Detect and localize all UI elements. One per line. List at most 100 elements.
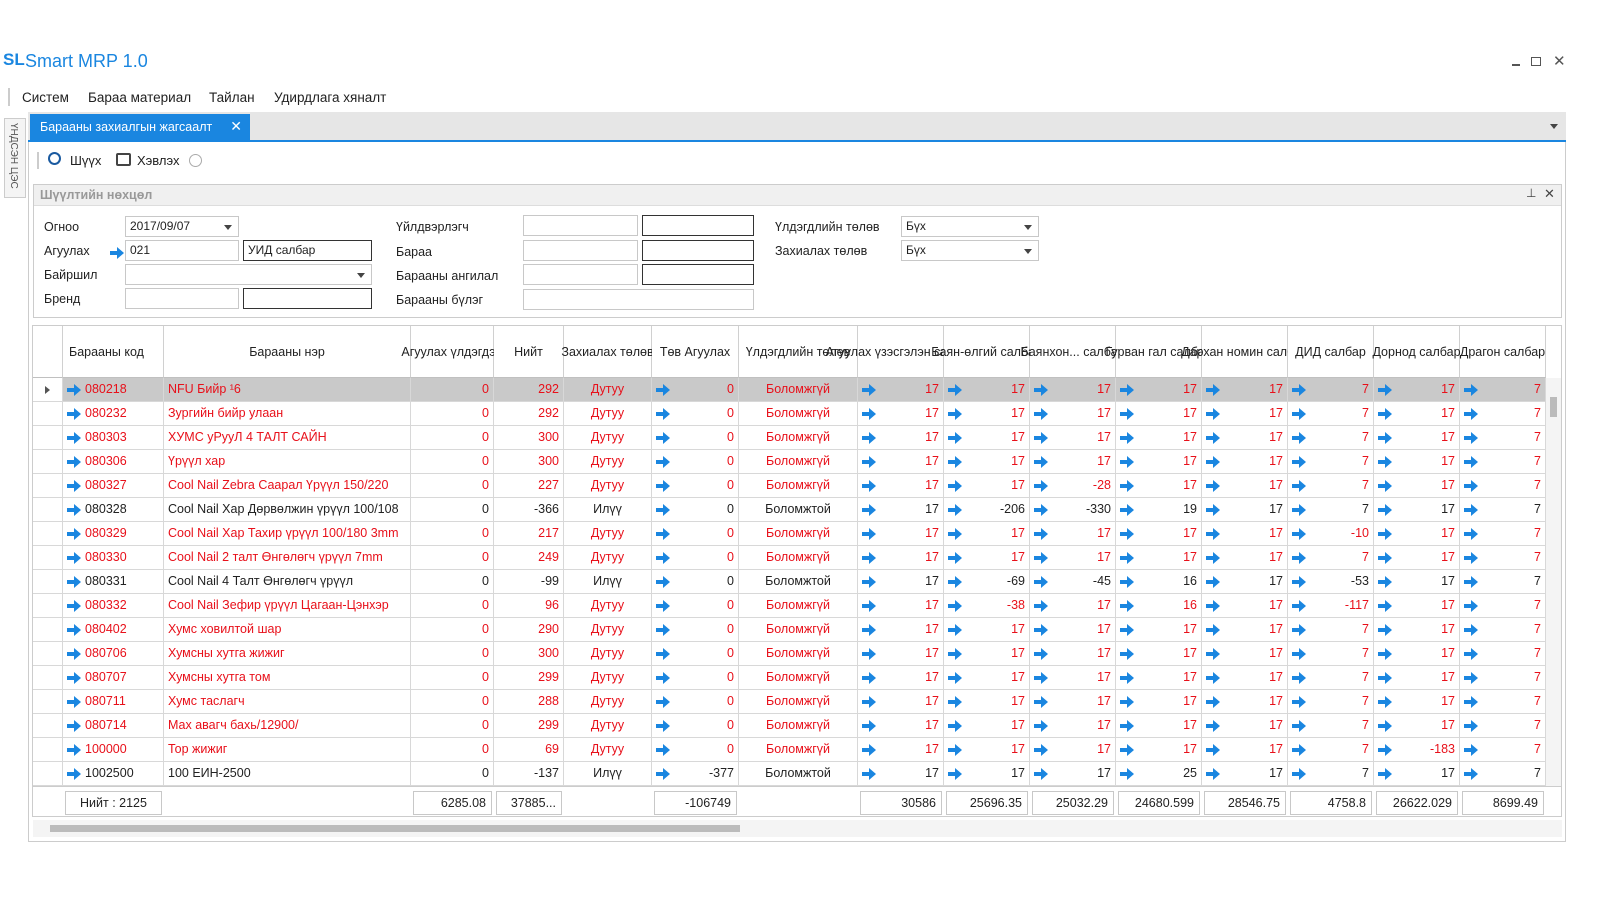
restore[interactable] xyxy=(1531,57,1541,66)
arrow-icon[interactable] xyxy=(862,648,876,660)
row-indicator[interactable] xyxy=(33,666,63,690)
toolbar-button[interactable]: Хэвлэх xyxy=(137,153,180,168)
arrow-icon[interactable] xyxy=(862,744,876,756)
brand-name[interactable] xyxy=(243,288,372,309)
column-header[interactable]: Дорнод салбар xyxy=(1372,326,1461,378)
arrow-icon[interactable] xyxy=(1034,408,1048,420)
arrow-icon[interactable] xyxy=(948,624,962,636)
arrow-icon[interactable] xyxy=(1292,672,1306,684)
arrow-icon[interactable] xyxy=(1464,432,1478,444)
menu-item[interactable]: Бараа материал xyxy=(88,90,192,105)
arrow-icon[interactable] xyxy=(1378,432,1392,444)
arrow-icon[interactable] xyxy=(1120,408,1134,420)
side-tab[interactable]: ҮНДСЭН ЦЭС xyxy=(4,118,26,198)
tab[interactable]: Барааны захиалгын жагсаалт ✕ xyxy=(30,114,250,142)
arrow-icon[interactable] xyxy=(67,480,81,492)
row-indicator[interactable] xyxy=(33,378,63,402)
arrow-icon[interactable] xyxy=(67,672,81,684)
arrow-icon[interactable] xyxy=(1378,504,1392,516)
arrow-icon[interactable] xyxy=(656,744,670,756)
arrow-icon[interactable] xyxy=(1464,744,1478,756)
arrow-icon[interactable] xyxy=(1292,432,1306,444)
arrow-icon[interactable] xyxy=(1034,744,1048,756)
arrow-icon[interactable] xyxy=(1292,408,1306,420)
arrow-icon[interactable] xyxy=(1292,648,1306,660)
arrow-icon[interactable] xyxy=(862,672,876,684)
arrow-icon[interactable] xyxy=(1120,384,1134,396)
maker-name[interactable] xyxy=(642,215,754,236)
arrow-icon[interactable] xyxy=(1378,576,1392,588)
tab-menu[interactable] xyxy=(1550,124,1558,129)
arrow-icon[interactable] xyxy=(1206,600,1220,612)
arrow-icon[interactable] xyxy=(1206,576,1220,588)
arrow-icon[interactable] xyxy=(862,768,876,780)
row-indicator[interactable] xyxy=(33,738,63,762)
arrow-icon[interactable] xyxy=(1120,624,1134,636)
item-input[interactable] xyxy=(523,240,638,261)
category-input[interactable] xyxy=(523,264,638,285)
arrow-icon[interactable] xyxy=(656,720,670,732)
arrow-icon[interactable] xyxy=(1034,648,1048,660)
arrow-icon[interactable] xyxy=(1464,648,1478,660)
arrow-icon[interactable] xyxy=(1464,600,1478,612)
arrow-icon[interactable] xyxy=(1120,432,1134,444)
group-input[interactable] xyxy=(523,289,754,310)
column-header[interactable]: Төв Агуулах xyxy=(652,326,739,378)
arrow-icon[interactable] xyxy=(656,504,670,516)
arrow-icon[interactable] xyxy=(948,456,962,468)
tab-close[interactable]: ✕ xyxy=(230,118,242,134)
arrow-icon[interactable] xyxy=(1206,720,1220,732)
arrow-icon[interactable] xyxy=(1378,408,1392,420)
arrow-icon[interactable] xyxy=(862,552,876,564)
arrow-icon[interactable] xyxy=(862,384,876,396)
arrow-icon[interactable] xyxy=(67,576,81,588)
arrow-icon[interactable] xyxy=(862,480,876,492)
arrow-icon[interactable] xyxy=(67,504,81,516)
arrow-icon[interactable] xyxy=(862,576,876,588)
arrow-icon[interactable] xyxy=(656,408,670,420)
arrow-icon[interactable] xyxy=(948,408,962,420)
arrow-icon[interactable] xyxy=(656,384,670,396)
arrow-icon[interactable] xyxy=(1378,720,1392,732)
close[interactable]: ✕ xyxy=(1553,53,1566,70)
arrow-icon[interactable] xyxy=(1120,720,1134,732)
arrow-icon[interactable] xyxy=(1464,384,1478,396)
arrow-icon[interactable] xyxy=(1034,504,1048,516)
row-indicator[interactable] xyxy=(33,546,63,570)
brand-input[interactable] xyxy=(125,288,239,309)
column-header[interactable]: Барааны нэр xyxy=(164,326,411,378)
arrow-icon[interactable] xyxy=(1120,744,1134,756)
arrow-icon[interactable] xyxy=(1034,672,1048,684)
arrow-icon[interactable] xyxy=(67,384,81,396)
arrow-icon[interactable] xyxy=(1206,528,1220,540)
arrow-icon[interactable] xyxy=(1378,768,1392,780)
arrow-icon[interactable] xyxy=(1292,552,1306,564)
arrow-icon[interactable] xyxy=(948,720,962,732)
arrow-icon[interactable] xyxy=(1292,720,1306,732)
arrow-icon[interactable] xyxy=(862,504,876,516)
arrow-icon[interactable] xyxy=(948,744,962,756)
arrow-icon[interactable] xyxy=(1292,528,1306,540)
arrow-icon[interactable] xyxy=(862,456,876,468)
arrow-icon[interactable] xyxy=(1206,624,1220,636)
arrow-icon[interactable] xyxy=(1378,480,1392,492)
arrow-icon[interactable] xyxy=(1120,528,1134,540)
arrow-icon[interactable] xyxy=(1034,384,1048,396)
arrow-icon[interactable] xyxy=(656,768,670,780)
menu-item[interactable]: Удирдлага хяналт xyxy=(274,90,387,105)
arrow-icon[interactable] xyxy=(67,768,81,780)
arrow-icon[interactable] xyxy=(656,648,670,660)
arrow-icon[interactable] xyxy=(1378,672,1392,684)
date-input[interactable]: 2017/09/07 xyxy=(125,216,239,237)
stock-status-combo[interactable]: Бүх xyxy=(901,216,1039,237)
column-header[interactable]: Гурван гал салбар xyxy=(1105,326,1212,378)
arrow-icon[interactable] xyxy=(1120,648,1134,660)
column-header[interactable]: Дархан номин салбар xyxy=(1181,326,1308,378)
row-indicator[interactable] xyxy=(33,474,63,498)
arrow-icon[interactable] xyxy=(948,696,962,708)
arrow-icon[interactable] xyxy=(656,456,670,468)
arrow-icon[interactable] xyxy=(1464,552,1478,564)
arrow-icon[interactable] xyxy=(67,552,81,564)
location-combo[interactable] xyxy=(125,264,372,285)
row-indicator[interactable] xyxy=(33,690,63,714)
